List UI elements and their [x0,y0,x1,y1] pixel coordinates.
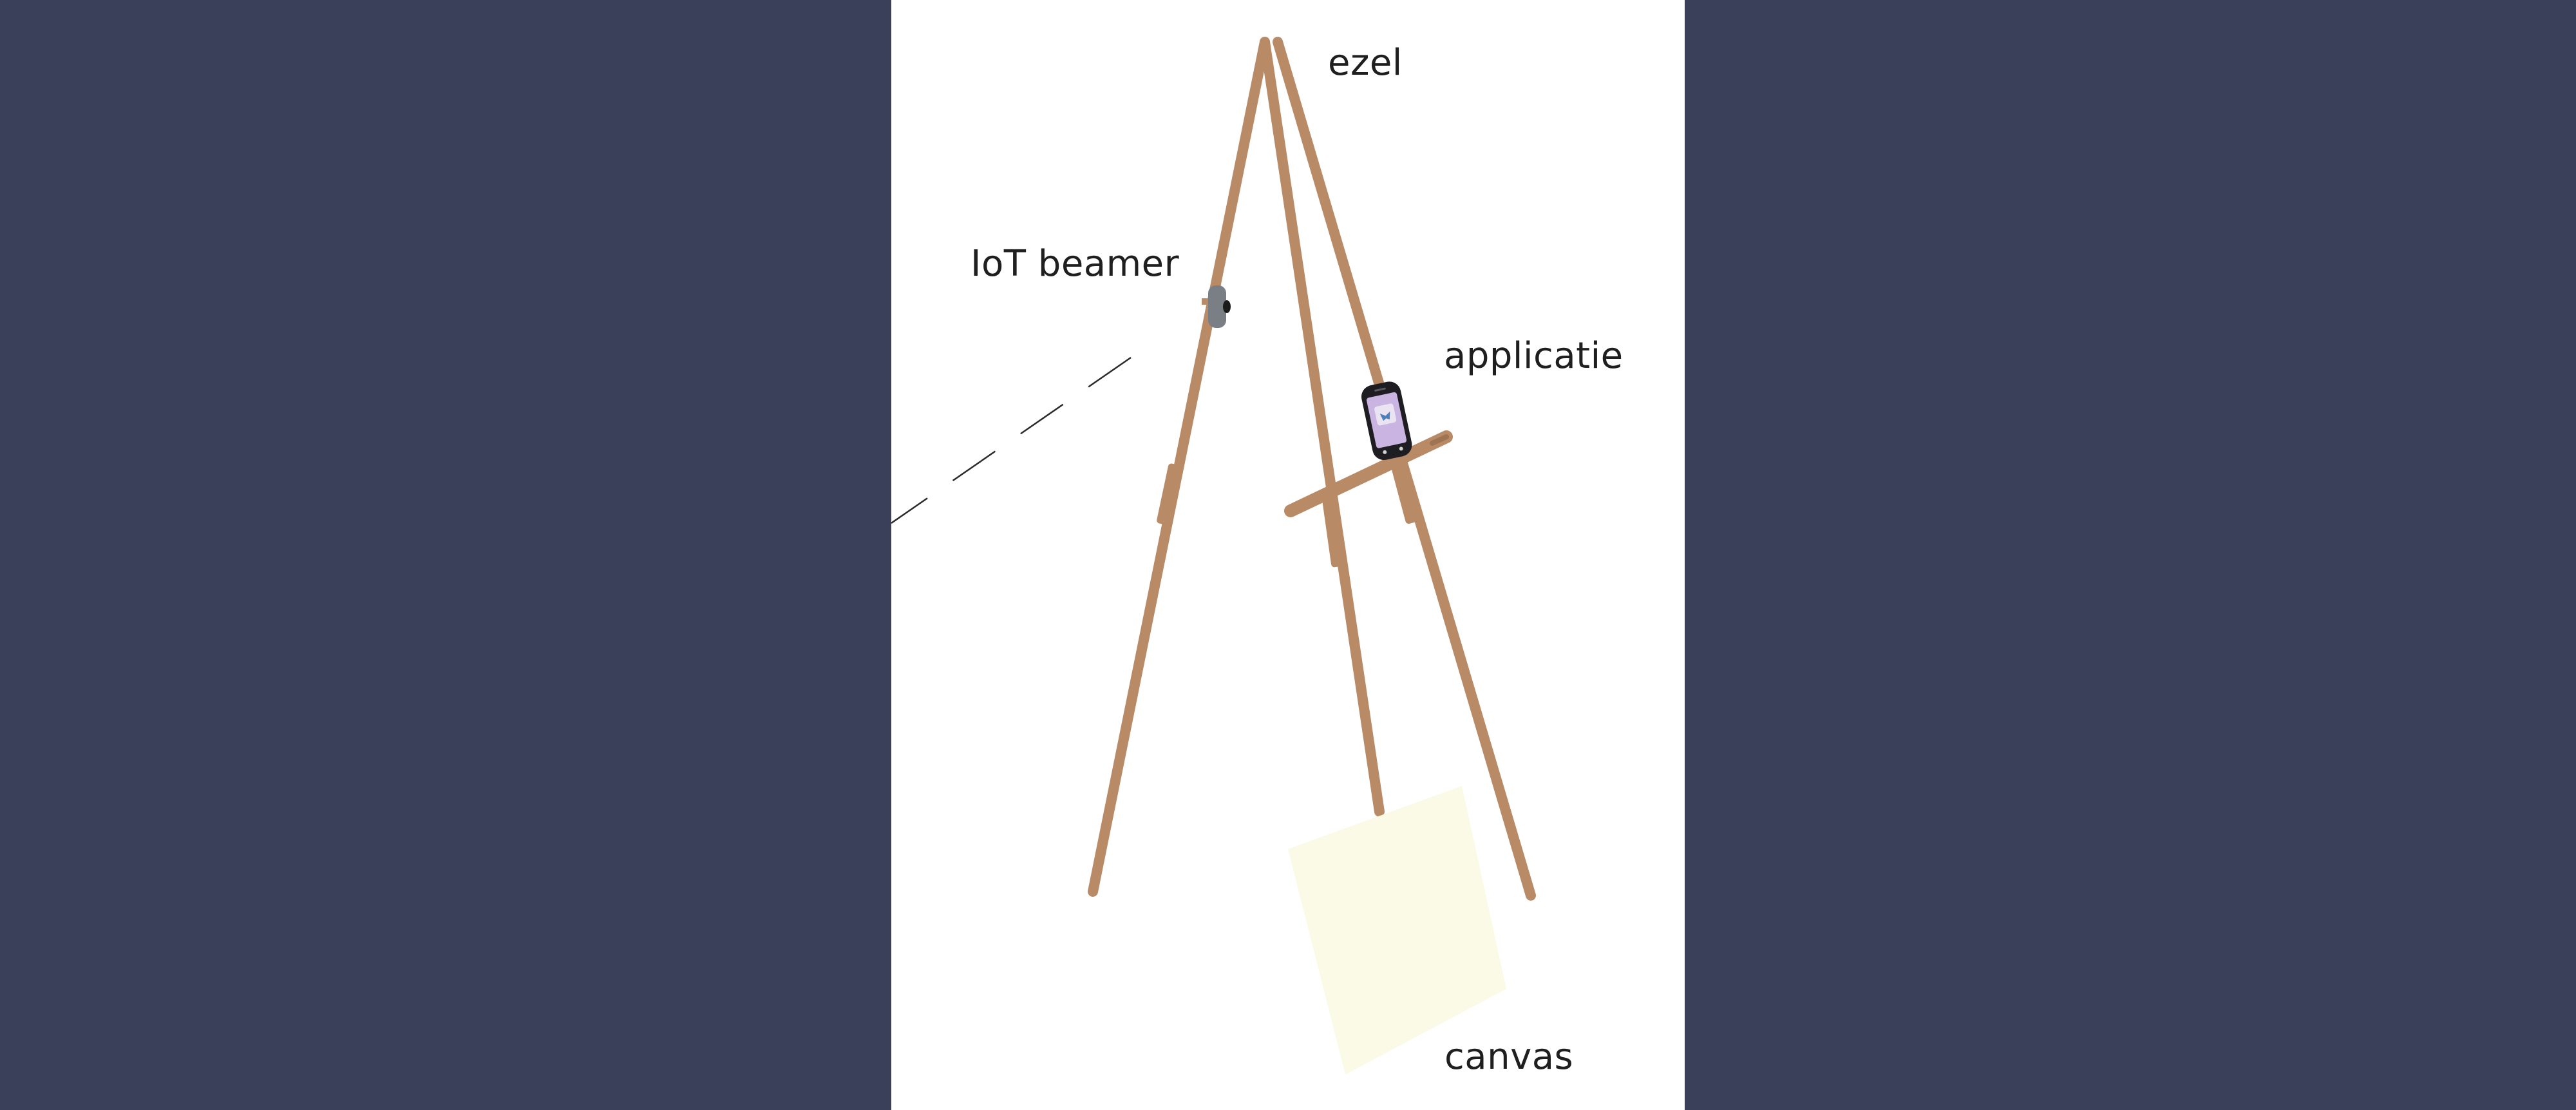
slide: ezel IoT beamer applicatie canvas [891,0,1685,1110]
projector-icon [1202,285,1231,328]
easel-diagram [891,37,1536,1075]
canvas-sheet [1288,786,1506,1075]
easel-shelf [1284,430,1453,517]
easel [1088,37,1536,901]
easel-back-leg [1260,37,1385,817]
label-iot-beamer: IoT beamer [971,243,1180,285]
label-easel: ezel [1328,42,1403,84]
easel-clamp-right [1391,462,1419,524]
smartphone-icon [1361,381,1412,460]
label-canvas: canvas [1444,1036,1574,1078]
easel-clamp-left [1157,463,1184,526]
easel-shelf-lip [1430,434,1449,446]
easel-clamp-back [1322,495,1345,568]
label-application: applicatie [1444,335,1624,377]
projection-beam [891,356,1132,524]
